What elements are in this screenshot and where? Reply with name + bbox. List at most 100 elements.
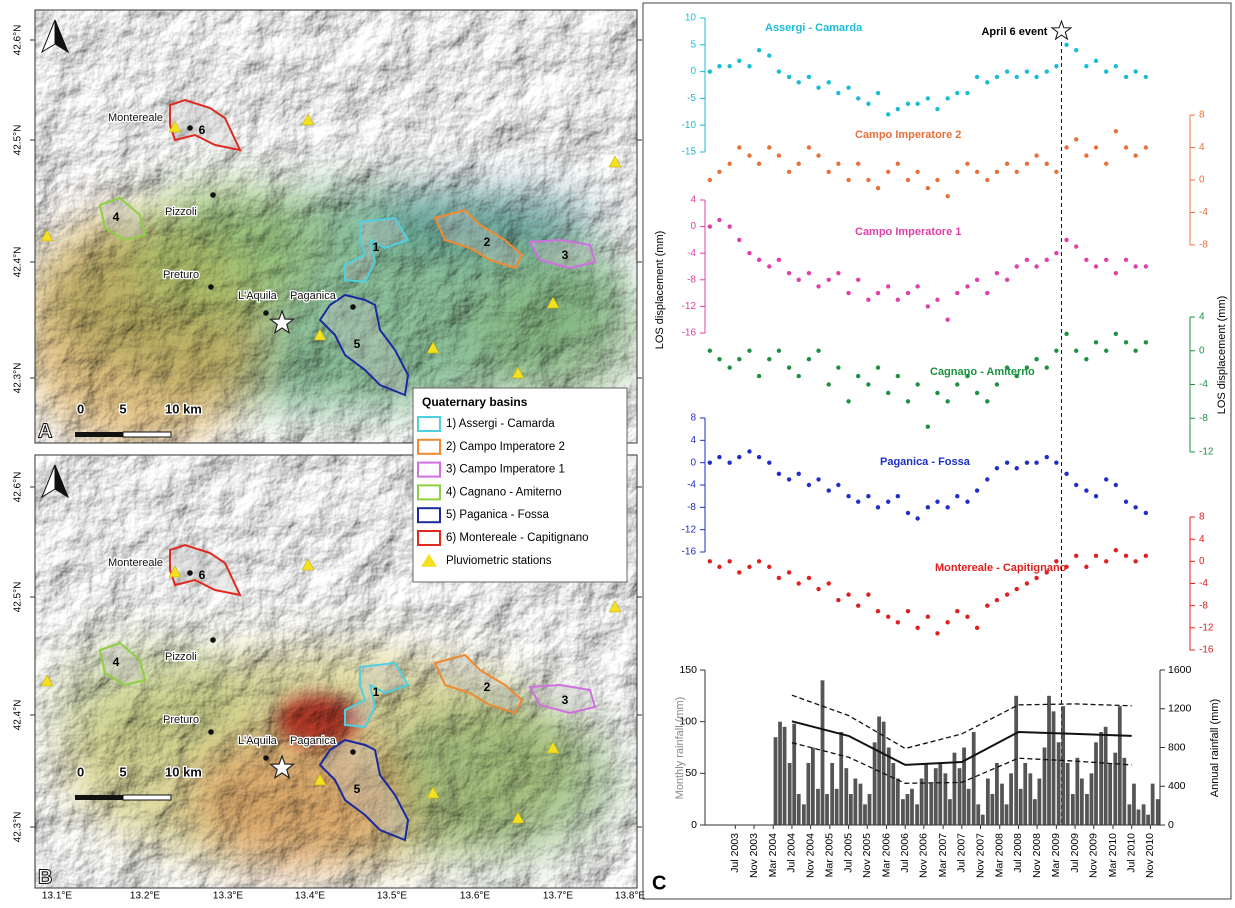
data-point [1084, 565, 1088, 569]
bar [1033, 799, 1037, 825]
data-point [856, 603, 860, 607]
longitude-label: 13.4°E [295, 891, 325, 902]
data-point [1064, 43, 1068, 47]
data-point [717, 170, 721, 174]
data-point [1064, 145, 1068, 149]
data-point [1133, 264, 1137, 268]
x-tick-label: Mar 2006 [880, 833, 892, 878]
bar [863, 804, 867, 825]
data-point [975, 391, 979, 395]
legend-swatch [418, 463, 440, 477]
data-point [1074, 244, 1078, 248]
data-point [1005, 592, 1009, 596]
bar [1137, 810, 1141, 826]
data-point [995, 598, 999, 602]
data-point [827, 382, 831, 386]
data-point [906, 399, 910, 403]
bar [788, 763, 792, 825]
data-point [995, 75, 999, 79]
data-point [876, 186, 880, 190]
y2-axis-title: Annual rainfall (mm) [1209, 699, 1221, 797]
data-point [1074, 483, 1078, 487]
y2-tick-label: 0 [1168, 819, 1174, 831]
bar [844, 768, 848, 825]
data-point [926, 186, 930, 190]
x-tick-label: Mar 2007 [937, 833, 949, 878]
data-point [767, 357, 771, 361]
x-tick-label: Nov 2004 [804, 833, 816, 878]
data-point [1114, 548, 1118, 552]
data-point [727, 365, 731, 369]
data-point [1114, 271, 1118, 275]
data-point [1005, 460, 1009, 464]
data-point [1094, 59, 1098, 63]
bar [887, 748, 891, 826]
data-point [926, 96, 930, 100]
data-point [1025, 460, 1029, 464]
x-tick-label: Jul 2004 [786, 833, 798, 873]
data-point [787, 271, 791, 275]
y-axis-title: Monthly rainfall (mm) [674, 697, 686, 800]
data-point [827, 581, 831, 585]
data-point [896, 494, 900, 498]
bar [1075, 758, 1079, 825]
basin-number: 5 [354, 337, 361, 351]
data-point [935, 631, 939, 635]
bar [774, 737, 778, 825]
data-point [1034, 264, 1038, 268]
x-tick-label: Nov 2008 [1031, 833, 1043, 878]
data-point [915, 626, 919, 630]
data-point [1104, 162, 1108, 166]
latitude-label: 42.5°N [13, 582, 24, 613]
data-point [866, 298, 870, 302]
data-point [1045, 69, 1049, 73]
y-tick-label: 0 [691, 819, 697, 831]
y-tick-label: 8 [690, 413, 696, 424]
data-point [1094, 554, 1098, 558]
data-point [757, 374, 761, 378]
scale-label: 10 km [165, 764, 202, 779]
data-point [777, 349, 781, 353]
data-point [836, 162, 840, 166]
data-point [975, 626, 979, 630]
data-point [777, 576, 781, 580]
bar [901, 799, 905, 825]
longitude-label: 13.5°E [377, 891, 407, 902]
x-tick-label: Jul 2010 [1125, 833, 1137, 873]
x-tick-label: Jul 2007 [956, 833, 968, 873]
legend-swatch [418, 485, 440, 499]
x-tick-label: Nov 2009 [1088, 833, 1100, 878]
data-point [1094, 494, 1098, 498]
data-point [1114, 129, 1118, 133]
bar [873, 742, 877, 825]
y-tick-label: 4 [1199, 312, 1205, 323]
data-point [935, 298, 939, 302]
data-point [1074, 137, 1078, 141]
legend-swatch [418, 440, 440, 454]
data-point [846, 291, 850, 295]
data-point [856, 96, 860, 100]
data-point [876, 91, 880, 95]
data-point [1005, 365, 1009, 369]
data-point [856, 162, 860, 166]
data-point [1064, 332, 1068, 336]
bar [1122, 758, 1126, 825]
y-tick-label: -8 [687, 502, 696, 513]
y-tick-label: 8 [1199, 110, 1205, 121]
data-point [767, 145, 771, 149]
data-point [757, 455, 761, 459]
data-point [747, 153, 751, 157]
data-point [1025, 69, 1029, 73]
data-point [856, 374, 860, 378]
bar [934, 768, 938, 825]
bar [1118, 706, 1122, 825]
data-point [708, 178, 712, 182]
y-tick-label: 150 [679, 664, 697, 676]
y-tick-label: 10 [685, 13, 697, 24]
data-point [797, 278, 801, 282]
bar [967, 789, 971, 825]
bar [778, 722, 782, 825]
town-label: Montereale [108, 112, 163, 124]
data-point [1045, 258, 1049, 262]
data-point [1144, 264, 1148, 268]
